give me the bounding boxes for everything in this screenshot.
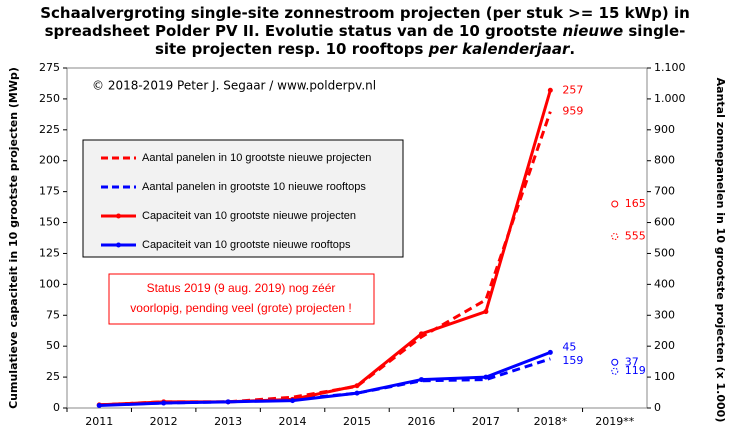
y-tick-label: 250 — [39, 92, 60, 105]
title-part: . — [569, 40, 576, 58]
status-label: 165 — [625, 197, 646, 210]
marker — [290, 398, 296, 404]
legend-box — [82, 139, 404, 258]
legend-marker — [116, 213, 121, 219]
marker — [161, 400, 167, 406]
y-tick-label: 225 — [39, 123, 60, 136]
y2-tick-label: 500 — [654, 246, 675, 259]
marker — [547, 349, 553, 355]
x-tick-label: 2019** — [595, 415, 634, 428]
x-tick-label: 2014 — [279, 415, 307, 428]
legend-label: Capaciteit van 10 grootste nieuwe projec… — [142, 210, 356, 222]
annotation: Status 2019 (9 aug. 2019) nog zéér — [147, 281, 336, 295]
marker — [483, 374, 489, 380]
value-label: 45 — [562, 340, 576, 353]
title-part: per kalenderjaar — [428, 40, 570, 58]
chart-title: Schaalvergroting single-site zonnestroom… — [40, 4, 690, 58]
title-part: nieuwe — [562, 22, 624, 40]
y2-tick-label: 1.000 — [654, 92, 686, 105]
annotation: voorlopig, pending veel (grote) projecte… — [130, 301, 351, 315]
legend-label: Aantal panelen in grootste 10 nieuwe roo… — [142, 181, 366, 193]
marker — [547, 87, 553, 93]
y2-tick-label: 800 — [654, 154, 675, 167]
y2-tick-label: 200 — [654, 339, 675, 352]
title-part: Schaalvergroting single-site zonnestroom… — [40, 4, 690, 40]
status-point — [611, 358, 619, 366]
marker — [418, 331, 424, 337]
y-tick-label: 150 — [39, 216, 60, 229]
annotation-box — [108, 273, 375, 325]
y-tick-label: 175 — [39, 185, 60, 198]
series-line — [99, 350, 551, 408]
marker — [225, 399, 231, 405]
y-axis-label: Cumulatieve capaciteit in 10 grootste pr… — [7, 67, 20, 409]
title-part: single-site projecten resp. 10 rooftops — [154, 22, 686, 58]
y2-tick-label: 400 — [654, 277, 675, 290]
y-tick-label: 200 — [39, 154, 60, 167]
plot-frame — [66, 67, 648, 409]
x-tick-label: 2018* — [534, 415, 568, 428]
copyright: © 2018-2019 Peter J. Segaar / www.polder… — [92, 79, 376, 93]
y2-tick-label: 700 — [654, 185, 675, 198]
x-tick-label: 2011 — [85, 415, 113, 428]
y2-tick-label: 0 — [654, 401, 661, 414]
value-label: 159 — [562, 354, 583, 367]
x-tick-label: 2012 — [150, 415, 178, 428]
status-label: 119 — [625, 364, 646, 377]
legend-label: Aantal panelen in 10 grootste nieuwe pro… — [142, 152, 371, 164]
x-tick-label: 2016 — [407, 415, 435, 428]
y-tick-label: 25 — [46, 370, 60, 383]
y-tick-label: 125 — [39, 246, 60, 259]
value-label: 257 — [562, 83, 583, 96]
marker — [96, 403, 102, 409]
status-point — [611, 367, 619, 375]
x-tick-label: 2015 — [343, 415, 371, 428]
marker — [483, 309, 489, 315]
status-point — [611, 232, 619, 240]
y-tick-label: 275 — [39, 61, 60, 74]
legend-label: Capaciteit van 10 grootste nieuwe roofto… — [142, 239, 351, 251]
x-tick-label: 2017 — [472, 415, 500, 428]
y2-tick-label: 600 — [654, 216, 675, 229]
y2-tick-label: 300 — [654, 308, 675, 321]
x-tick-label: 2013 — [214, 415, 242, 428]
y-tick-label: 0 — [53, 401, 60, 414]
y-tick-label: 100 — [39, 277, 60, 290]
y-tick-label: 75 — [46, 308, 60, 321]
marker — [418, 377, 424, 383]
y-tick-label: 50 — [46, 339, 60, 352]
marker — [354, 390, 360, 396]
y2-tick-label: 100 — [654, 370, 675, 383]
status-point — [611, 200, 619, 208]
legend-marker — [116, 242, 121, 248]
status-label: 555 — [625, 229, 646, 242]
value-label: 959 — [562, 105, 583, 118]
y2-tick-label: 1.100 — [654, 61, 686, 74]
y2-axis-label: Aantal zonnepanelen in 10 grootste proje… — [714, 78, 727, 423]
y2-tick-label: 900 — [654, 123, 675, 136]
marker — [354, 383, 360, 389]
status-label: 37 — [625, 355, 639, 368]
